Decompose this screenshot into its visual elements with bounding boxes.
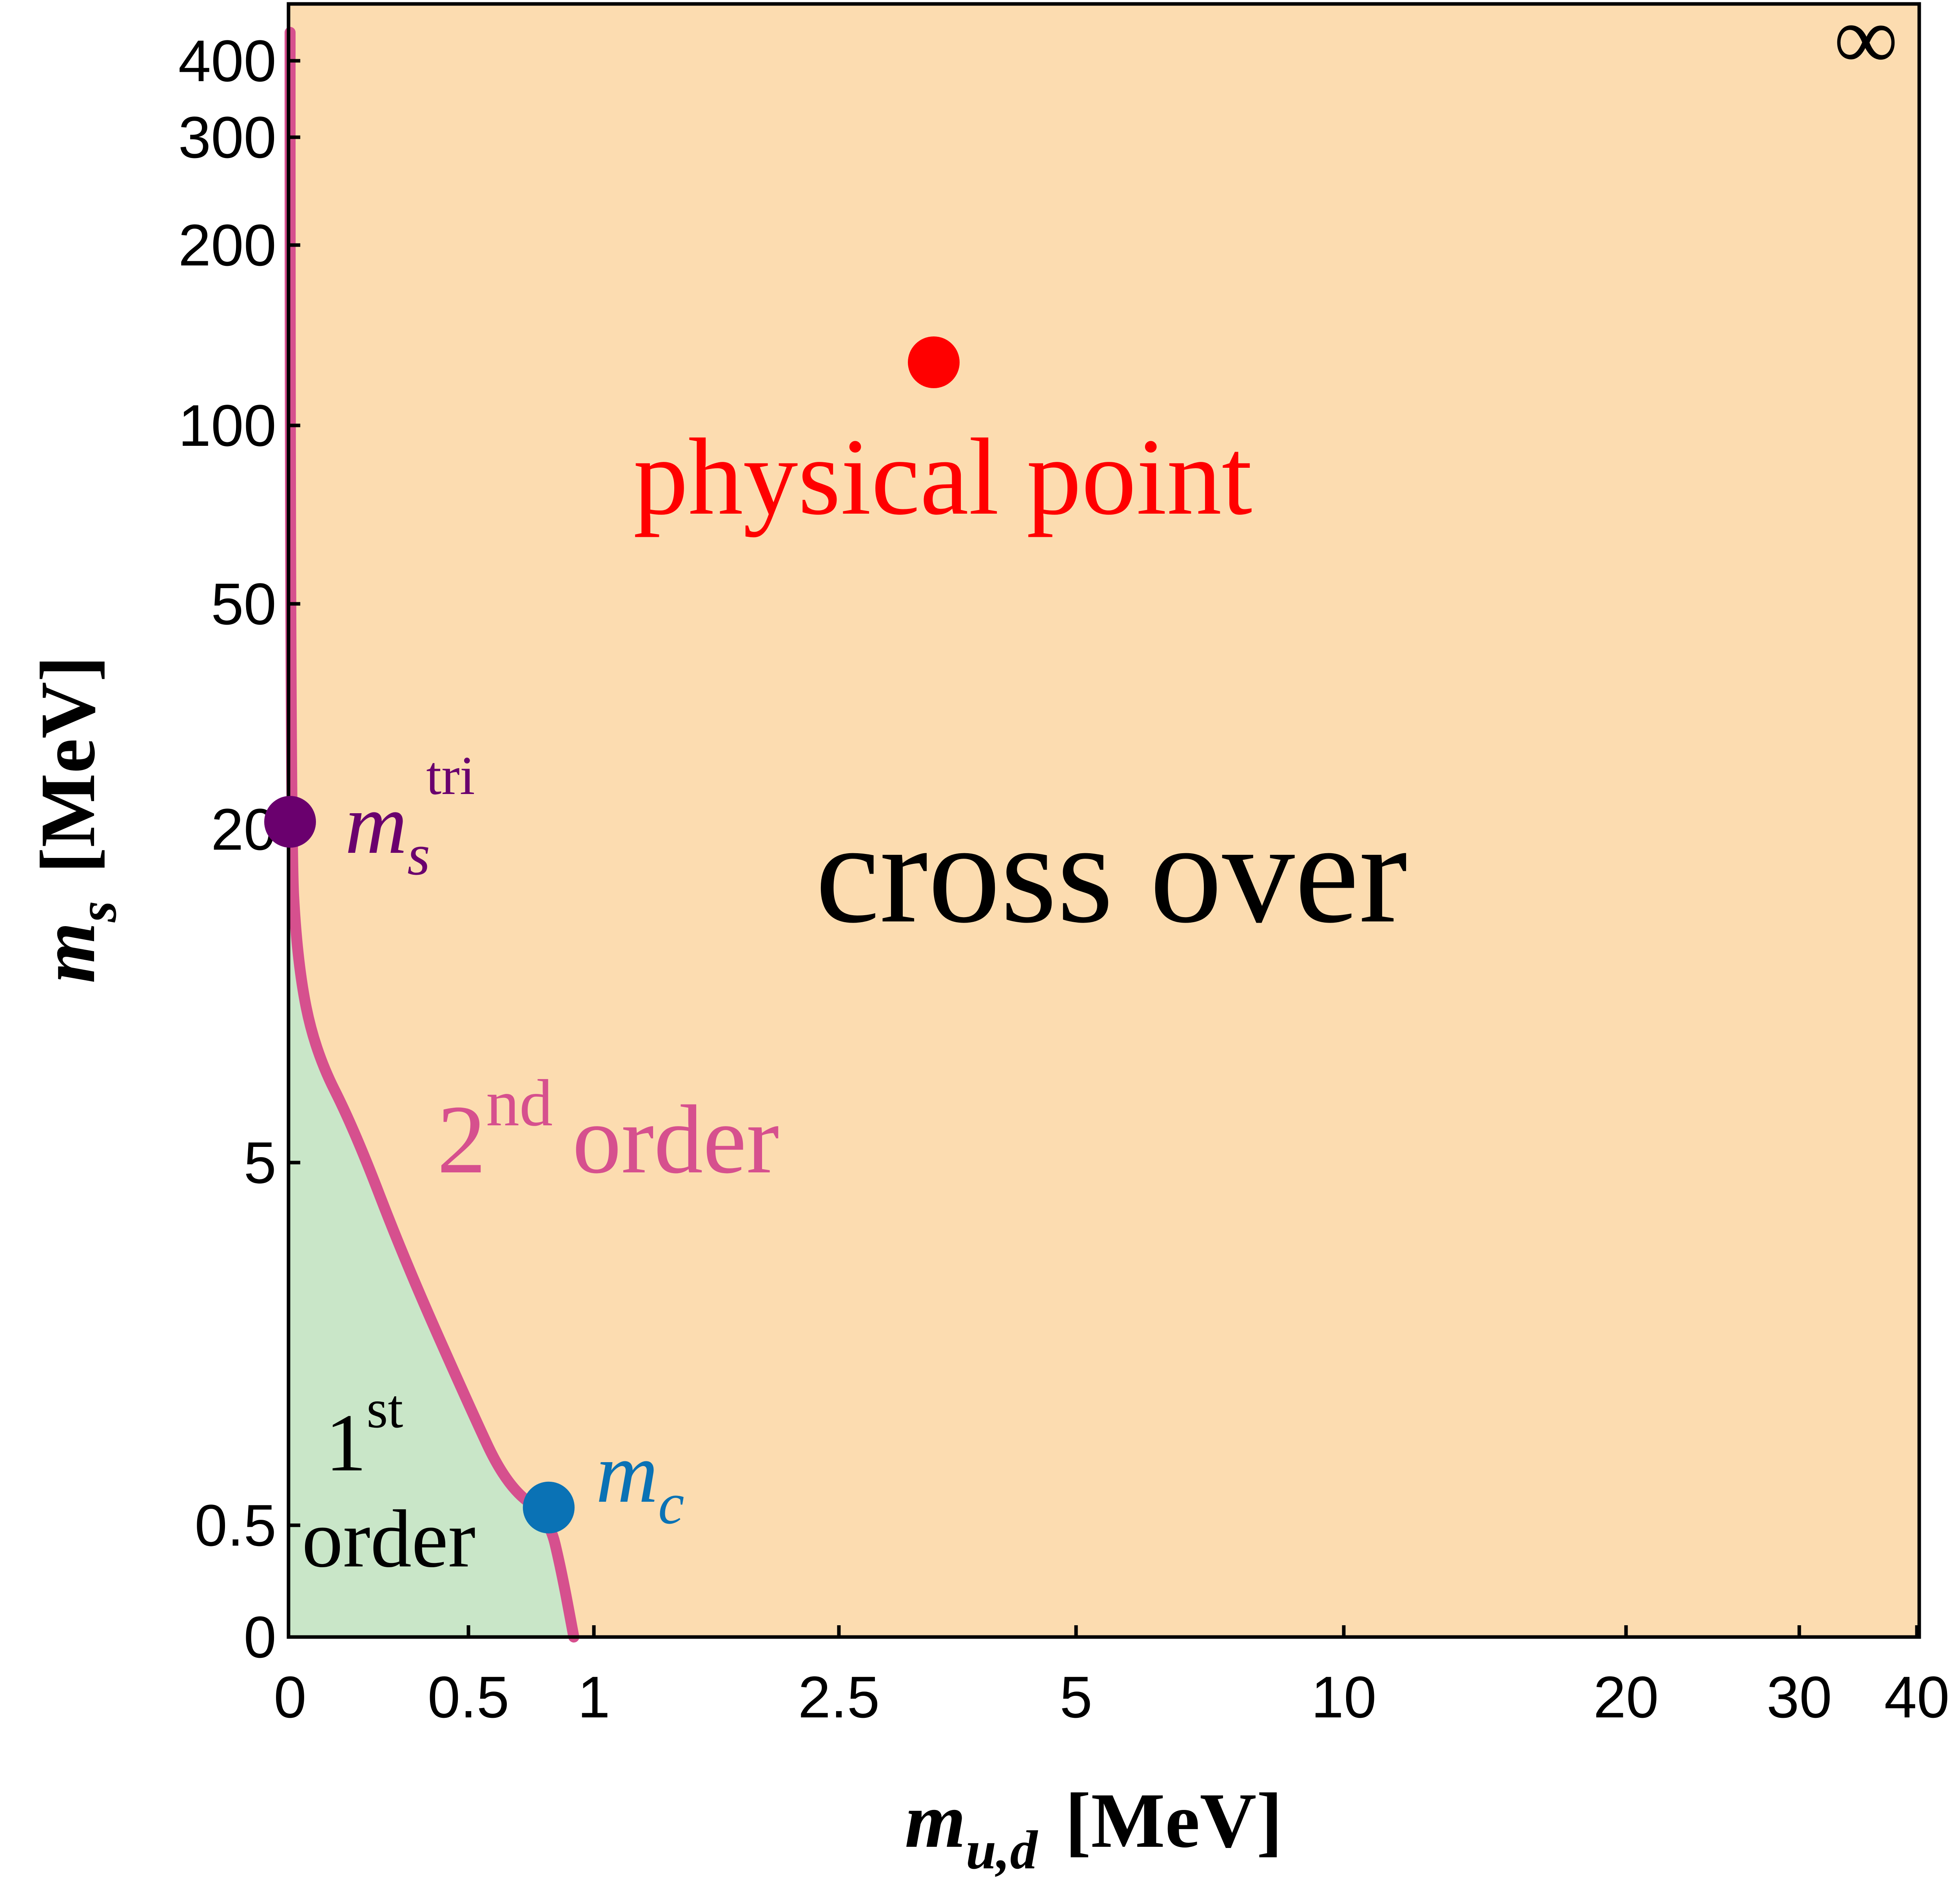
x-tick-label: 0.5 — [428, 1664, 510, 1730]
x-tick-label: 2.5 — [798, 1664, 880, 1730]
point-m-c — [523, 1481, 575, 1534]
x-axis-title-main: m — [905, 1777, 966, 1864]
second-order-text: order — [572, 1085, 779, 1194]
mc-main: m — [596, 1425, 658, 1521]
x-axis-title: mu,d [MeV] — [905, 1777, 1283, 1881]
y-tick-label: 300 — [178, 104, 276, 170]
mc-label: mc — [596, 1425, 684, 1536]
y-axis-title: ms [MeV] — [25, 656, 128, 983]
mc-sub: c — [658, 1471, 684, 1536]
ms-tri-sup: tri — [426, 745, 475, 806]
y-axis-title-unit: [MeV] — [25, 656, 111, 873]
x-tick-label: 10 — [1311, 1664, 1377, 1730]
x-tick-label: 0 — [274, 1664, 306, 1730]
y-tick-label: 50 — [211, 571, 276, 637]
data-points — [264, 336, 960, 1534]
ms-tri-label: ms tri — [345, 745, 475, 887]
y-tick-label: 0 — [244, 1604, 276, 1670]
x-tick-label: 40 — [1884, 1664, 1950, 1730]
second-order-num: 2 — [437, 1085, 486, 1194]
point-physical-point — [908, 336, 960, 388]
first-order-text: order — [302, 1494, 475, 1584]
x-axis-ticks: 0 0.5 1 2.5 5 10 20 30 40 — [274, 1625, 1949, 1730]
y-tick-label: 200 — [178, 212, 276, 278]
crossover-region — [289, 4, 1919, 1637]
y-axis-title-main: m — [25, 922, 111, 983]
y-tick-label: 100 — [178, 392, 276, 458]
y-axis-title-sub: s — [67, 901, 128, 923]
y-tick-label: 0.5 — [194, 1492, 276, 1558]
y-tick-label: 400 — [178, 28, 276, 94]
first-order-number: 1st — [325, 1379, 403, 1488]
first-order-num: 1 — [325, 1397, 367, 1488]
x-tick-label: 1 — [577, 1664, 610, 1730]
cross-over-label: cross over — [815, 792, 1407, 953]
y-tick-label: 5 — [244, 1130, 276, 1196]
point-m-s-tri — [264, 796, 316, 848]
first-order-region — [289, 32, 574, 1637]
x-tick-label: 20 — [1593, 1664, 1659, 1730]
second-order-label: 2nd order — [437, 1066, 779, 1194]
infinity-label: ∞ — [1834, 0, 1898, 88]
second-order-sup: nd — [486, 1066, 553, 1140]
physical-point-label: physical point — [633, 416, 1253, 538]
ms-tri-main: m — [345, 776, 407, 872]
x-axis-title-sub: u,d — [966, 1820, 1038, 1881]
x-axis-title-unit: [MeV] — [1065, 1777, 1283, 1864]
second-order-boundary — [285, 27, 579, 1643]
x-tick-label: 30 — [1767, 1664, 1832, 1730]
x-tick-label: 5 — [1060, 1664, 1092, 1730]
first-order-sup: st — [367, 1379, 403, 1439]
ms-tri-sub: s — [407, 822, 430, 887]
